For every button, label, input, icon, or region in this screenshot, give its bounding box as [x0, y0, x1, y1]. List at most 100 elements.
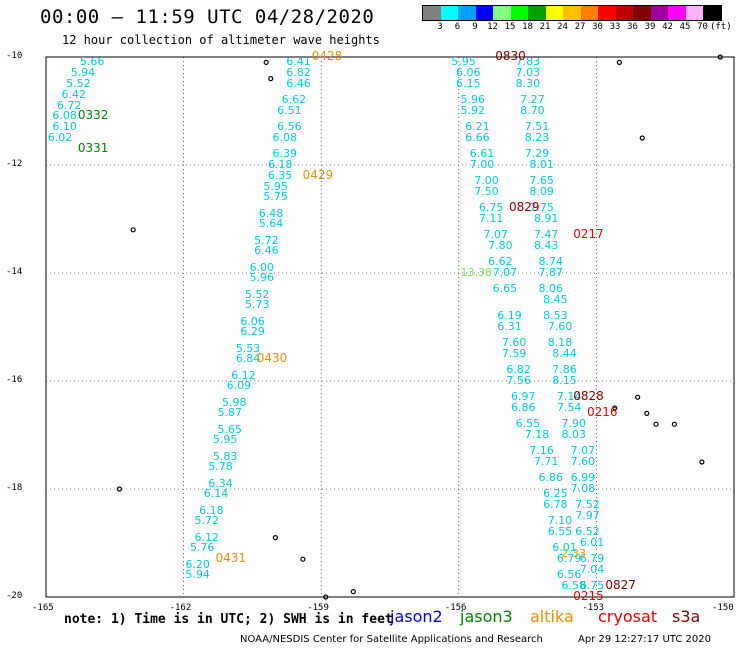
- scale-label: 27: [574, 22, 586, 32]
- scale-swatch: [493, 6, 511, 20]
- scale-swatch: [475, 6, 493, 20]
- swh-value: 7.07: [492, 266, 518, 279]
- swh-value: 6.06: [240, 314, 265, 328]
- swh-value: 6.02: [47, 131, 73, 144]
- swh-value: 8.70: [520, 104, 545, 117]
- scale-swatch: [598, 6, 616, 20]
- scale-swatch: [668, 6, 686, 20]
- swh-value: 6.72: [56, 98, 82, 112]
- pass-time-label: 0829: [509, 200, 540, 215]
- satellite-legend-item: cryosat: [598, 607, 658, 626]
- island-outline: [323, 594, 329, 600]
- pass-time-label: 0827: [605, 578, 636, 593]
- swh-value: 7.07: [570, 444, 596, 458]
- pass-time-label: 0331: [77, 140, 109, 155]
- swh-value: 6.06: [455, 66, 481, 80]
- island-outline: [263, 59, 269, 66]
- swh-value: 5.95: [263, 179, 288, 193]
- swh-value: 6.41: [286, 55, 311, 69]
- scale-label: 12: [487, 22, 498, 32]
- pass-time-label: 0429: [302, 167, 334, 182]
- swh-value: 7.16: [529, 444, 554, 458]
- swh-value: 6.29: [240, 325, 265, 339]
- swh-value: 7.75: [529, 201, 554, 215]
- scale-label: 6: [454, 22, 461, 32]
- swh-value: 6.79: [579, 552, 605, 566]
- island-outline: [300, 556, 306, 562]
- swh-value: 5.52: [66, 77, 91, 90]
- swh-value: 6.86: [511, 401, 536, 414]
- swh-value: 6.62: [488, 255, 513, 269]
- swh-value: 6.55: [515, 417, 541, 431]
- swh-value: 7.27: [520, 93, 545, 107]
- swh-value: 8.06: [538, 282, 564, 296]
- swh-value: 6.78: [543, 498, 568, 512]
- island-outline: [268, 75, 274, 82]
- swh-value: 5.53: [235, 341, 261, 355]
- swh-value: 7.04: [579, 563, 605, 576]
- swh-value: 7.87: [538, 266, 564, 279]
- island-outline: [616, 59, 622, 66]
- swh-value: 8.30: [515, 77, 541, 90]
- swh-value: 5.64: [258, 217, 284, 231]
- y-tick-label: -20: [6, 591, 23, 601]
- swh-value: 6.84: [235, 352, 261, 366]
- swh-value: 6.08: [272, 131, 298, 144]
- island-outline: [635, 394, 641, 400]
- swh-value: 5.76: [189, 541, 215, 555]
- swh-value: 6.00: [249, 260, 275, 274]
- swh-value: 7.10: [547, 514, 573, 528]
- scale-swatch: [703, 6, 721, 20]
- swh-value: 5.98: [222, 395, 247, 409]
- swh-value: 5.83: [212, 449, 238, 463]
- swh-value: 6.66: [465, 131, 490, 144]
- swh-value: 6.01: [579, 536, 605, 549]
- swh-value: 8.01: [529, 158, 554, 171]
- swh-value: 13.38: [460, 266, 493, 279]
- x-tick-label: -150: [712, 603, 734, 613]
- island-outline: [350, 588, 356, 595]
- swh-value: 6.75: [579, 579, 605, 593]
- scale-swatch: [650, 6, 668, 20]
- swh-value: 6.09: [226, 379, 252, 393]
- scale-label: 3: [437, 22, 443, 32]
- swh-value: 6.61: [469, 147, 495, 161]
- swh-value: 2.33: [561, 546, 586, 560]
- swh-value: 8.74: [538, 255, 564, 269]
- swh-value: 6.10: [52, 120, 77, 134]
- swh-value: 5.73: [244, 298, 270, 312]
- swh-value: 7.86: [552, 363, 577, 377]
- y-tick-label: -16: [6, 375, 23, 385]
- scale-label: 45: [679, 22, 691, 32]
- swh-value: 5.52: [244, 287, 270, 301]
- swh-value: 7.00: [474, 174, 499, 188]
- swh-value: 6.35: [267, 168, 293, 182]
- swh-value: 8.53: [543, 309, 568, 323]
- swh-value: 6.86: [538, 471, 564, 485]
- plot-frame: [45, 56, 735, 598]
- swh-value: 7.83: [515, 55, 541, 69]
- scale-swatch: [440, 6, 458, 20]
- y-tick-label: -18: [6, 483, 23, 493]
- swh-value: 6.46: [254, 244, 279, 258]
- page-subtitle: 12 hour collection of altimeter wave hei…: [62, 33, 380, 47]
- swh-value: 6.75: [478, 201, 504, 215]
- island-outline: [653, 421, 659, 427]
- scale-label: 39: [644, 22, 656, 32]
- swh-value: 6.39: [272, 147, 298, 161]
- swh-value: 6.97: [511, 390, 536, 404]
- scale-swatch: [458, 6, 476, 20]
- swh-value: 6.51: [277, 104, 302, 117]
- swh-value: 5.95: [212, 433, 238, 447]
- island-outline: [671, 421, 677, 427]
- swh-value: 8.03: [561, 428, 586, 441]
- x-tick-label: -153: [582, 603, 605, 613]
- scale-swatch: [633, 6, 651, 20]
- island-outline: [130, 227, 136, 233]
- scale-swatch: [615, 6, 633, 20]
- pass-time-label: 0830: [495, 49, 526, 63]
- pass-time-label: 0430: [256, 351, 288, 366]
- swh-value: 6.01: [552, 541, 577, 555]
- scale-label: 70: [697, 22, 708, 32]
